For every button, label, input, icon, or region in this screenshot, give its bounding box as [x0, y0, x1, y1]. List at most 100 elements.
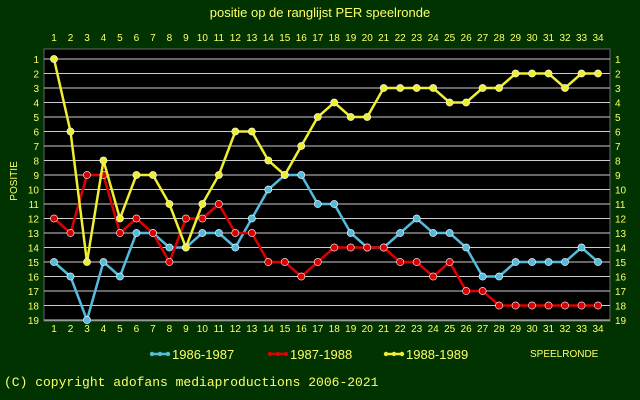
x-tick-label-top: 19: [345, 33, 357, 44]
data-point: [511, 69, 520, 78]
y-axis-label: POSITIE: [9, 161, 20, 201]
x-tick-label-bottom: 30: [526, 324, 538, 335]
y-tick-label-left: 16: [28, 273, 40, 284]
x-tick-label-bottom: 9: [183, 324, 189, 335]
x-tick-label-top: 28: [494, 33, 506, 44]
data-point: [561, 301, 569, 310]
data-point: [561, 258, 569, 266]
y-tick-label-right: 16: [615, 273, 627, 284]
data-point: [412, 84, 421, 92]
data-point: [214, 200, 223, 208]
data-point: [50, 55, 58, 63]
x-tick-label-top: 5: [117, 33, 123, 44]
x-tick-label-top: 33: [576, 33, 588, 44]
data-point: [445, 98, 454, 107]
x-tick-label-bottom: 21: [378, 324, 390, 335]
legend-entry: 1986-1987: [149, 347, 234, 362]
x-tick-label-bottom: 3: [84, 324, 90, 335]
data-point: [181, 243, 190, 252]
data-point: [495, 301, 503, 310]
data-point: [495, 84, 503, 92]
data-point: [247, 214, 256, 223]
data-point: [116, 229, 124, 237]
data-point: [214, 171, 223, 179]
plot-area: [43, 48, 611, 322]
data-point: [280, 258, 289, 266]
x-tick-label-top: 34: [592, 33, 604, 44]
data-point: [330, 243, 339, 252]
x-tick-label-top: 32: [559, 33, 571, 44]
y-tick-label-left: 15: [28, 258, 40, 269]
data-point: [66, 127, 75, 136]
y-tick-label-left: 5: [33, 113, 39, 124]
x-tick-label-top: 26: [461, 33, 473, 44]
data-point: [247, 229, 256, 237]
x-axis-label: SPEELRONDE: [530, 349, 599, 360]
y-tick-label-left: 17: [28, 287, 40, 298]
data-point: [50, 214, 58, 223]
data-point: [313, 113, 322, 121]
data-point: [50, 258, 58, 266]
y-tick-label-right: 2: [615, 70, 621, 81]
data-point: [297, 171, 306, 179]
legend-swatch-point: [275, 351, 281, 357]
data-point: [66, 272, 75, 281]
data-point: [83, 316, 91, 324]
y-tick-label-left: 2: [33, 70, 39, 81]
data-point: [346, 243, 355, 252]
x-tick-label-bottom: 16: [296, 324, 308, 335]
data-point: [429, 272, 438, 281]
y-tick-label-left: 14: [28, 244, 40, 255]
series-1987-1988: [50, 171, 602, 310]
data-point: [165, 258, 174, 266]
data-point: [66, 229, 75, 237]
data-point: [528, 69, 536, 78]
legend-swatch-point: [157, 351, 163, 357]
x-tick-label-bottom: 10: [197, 324, 209, 335]
data-point: [445, 229, 454, 237]
data-point: [297, 272, 306, 281]
y-tick-label-left: 18: [28, 302, 40, 313]
legend-swatch-point: [283, 351, 289, 357]
data-point: [330, 98, 339, 107]
x-tick-label-top: 8: [167, 33, 173, 44]
x-tick-label-top: 20: [362, 33, 374, 44]
x-tick-label-bottom: 6: [134, 324, 140, 335]
data-point: [83, 171, 91, 179]
x-tick-label-top: 31: [543, 33, 555, 44]
data-point: [247, 127, 256, 136]
y-tick-label-left: 13: [28, 229, 40, 240]
legend-entry: 1987-1988: [267, 347, 352, 362]
data-point: [462, 287, 471, 295]
y-tick-label-right: 10: [615, 186, 627, 197]
data-point: [132, 214, 141, 223]
data-point: [577, 243, 586, 252]
data-point: [429, 84, 438, 92]
data-point: [231, 229, 240, 237]
data-point: [462, 243, 471, 252]
x-tick-label-top: 27: [477, 33, 489, 44]
x-tick-label-bottom: 25: [444, 324, 456, 335]
legend-entry: 1988-1989: [383, 347, 468, 362]
x-tick-label-bottom: 5: [117, 324, 123, 335]
x-tick-label-bottom: 23: [411, 324, 423, 335]
x-tick-label-bottom: 1: [51, 324, 57, 335]
legend-swatch-point: [391, 351, 397, 357]
y-tick-label-right: 9: [615, 171, 621, 182]
data-point: [561, 84, 569, 92]
data-point: [198, 200, 207, 208]
y-tick-label-right: 14: [615, 244, 627, 255]
x-tick-label-bottom: 24: [428, 324, 440, 335]
x-tick-label-top: 2: [68, 33, 74, 44]
data-point: [429, 229, 438, 237]
x-tick-label-top: 13: [246, 33, 258, 44]
data-point: [396, 84, 405, 92]
y-tick-label-right: 11: [615, 200, 626, 211]
data-point: [594, 69, 602, 78]
data-point: [544, 258, 553, 266]
data-point: [478, 287, 487, 295]
x-tick-label-bottom: 12: [230, 324, 242, 335]
data-point: [462, 98, 471, 107]
legend-swatch-point: [399, 351, 405, 357]
